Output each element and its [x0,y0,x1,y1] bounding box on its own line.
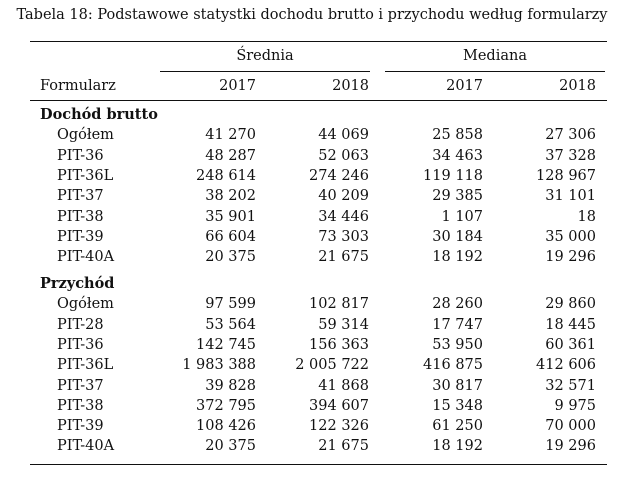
table-cell: 41 270 [205,127,256,144]
table-cell: 1 107 [441,208,483,225]
row-label: PIT-37 [57,377,104,394]
section-title: Dochód brutto [40,106,158,123]
table-cell: 73 303 [318,228,369,245]
table-cell: 274 246 [309,167,369,184]
row-label: PIT-37 [57,188,104,205]
row-label: PIT-38 [57,208,104,225]
table-cell: 19 296 [545,438,596,455]
table-cell: 41 868 [318,377,369,394]
row-label: PIT-36 [57,147,104,164]
table-cell: 156 363 [309,336,369,353]
table-cell: 372 795 [196,397,256,414]
section-title: Przychód [40,275,115,292]
header-rule [30,100,607,101]
table-cell: 394 607 [309,397,369,414]
table-cell: 20 375 [205,438,256,455]
header-year-mean-2018: 2018 [332,78,369,94]
row-label: PIT-28 [57,316,104,333]
table-cell: 53 950 [432,336,483,353]
table-cell: 21 675 [318,249,369,266]
table-cell: 52 063 [318,147,369,164]
row-label: PIT-36L [57,357,114,374]
table-cell: 70 000 [545,418,596,435]
table-cell: 27 306 [545,127,596,144]
table-cell: 40 209 [318,188,369,205]
table-cell: 28 260 [432,296,483,313]
row-label: PIT-40A [57,249,115,266]
table-cell: 60 361 [545,336,596,353]
table-cell: 102 817 [309,296,369,313]
row-label: Ogółem [57,296,114,313]
table-cell: 2 005 722 [295,357,369,374]
table-cell: 18 445 [545,316,596,333]
header-year-median-2018: 2018 [559,78,596,94]
table-cell: 32 571 [545,377,596,394]
bottom-rule [30,464,607,466]
header-group-median: Mediana [463,48,527,64]
row-label: PIT-36 [57,336,104,353]
table-cell: 34 446 [318,208,369,225]
table-cell: 38 202 [205,188,256,205]
table-cell: 34 463 [432,147,483,164]
table-cell: 48 287 [205,147,256,164]
table-cell: 35 901 [205,208,256,225]
header-group-mean: Średnia [236,48,294,64]
median-group-rule [385,71,605,72]
table-cell: 97 599 [205,296,256,313]
table-cell: 9 975 [554,397,596,414]
row-label: PIT-38 [57,397,104,414]
table-cell: 416 875 [423,357,483,374]
table-cell: 29 385 [432,188,483,205]
table-cell: 53 564 [205,316,256,333]
table-cell: 122 326 [309,418,369,435]
table-cell: 19 296 [545,249,596,266]
table-cell: 18 192 [432,438,483,455]
table-cell: 20 375 [205,249,256,266]
row-label: PIT-39 [57,418,104,435]
row-label: PIT-36L [57,167,114,184]
table-cell: 15 348 [432,397,483,414]
table-cell: 61 250 [432,418,483,435]
row-label: PIT-39 [57,228,104,245]
table-cell: 142 745 [196,336,256,353]
table-caption: Tabela 18: Podstawowe statystki dochodu … [16,7,608,23]
table-cell: 31 101 [545,188,596,205]
table-cell: 128 967 [536,167,596,184]
table-cell: 17 747 [432,316,483,333]
table-cell: 37 328 [545,147,596,164]
mean-group-rule [160,71,370,72]
table-cell: 30 817 [432,377,483,394]
table-cell: 21 675 [318,438,369,455]
table-cell: 66 604 [205,228,256,245]
header-row-label: Formularz [40,78,116,94]
table-cell: 248 614 [196,167,256,184]
table-cell: 18 [577,208,596,225]
table-cell: 59 314 [318,316,369,333]
table-cell: 44 069 [318,127,369,144]
row-label: PIT-40A [57,438,115,455]
table-cell: 39 828 [205,377,256,394]
header-year-median-2017: 2017 [446,78,483,94]
table-cell: 30 184 [432,228,483,245]
table-cell: 119 118 [423,167,483,184]
table-cell: 108 426 [196,418,256,435]
table-cell: 29 860 [545,296,596,313]
header-year-mean-2017: 2017 [219,78,256,94]
table-cell: 18 192 [432,249,483,266]
top-rule [30,41,607,43]
table-cell: 25 858 [432,127,483,144]
row-label: Ogółem [57,127,114,144]
table-cell: 412 606 [536,357,596,374]
table-cell: 35 000 [545,228,596,245]
table-cell: 1 983 388 [182,357,256,374]
